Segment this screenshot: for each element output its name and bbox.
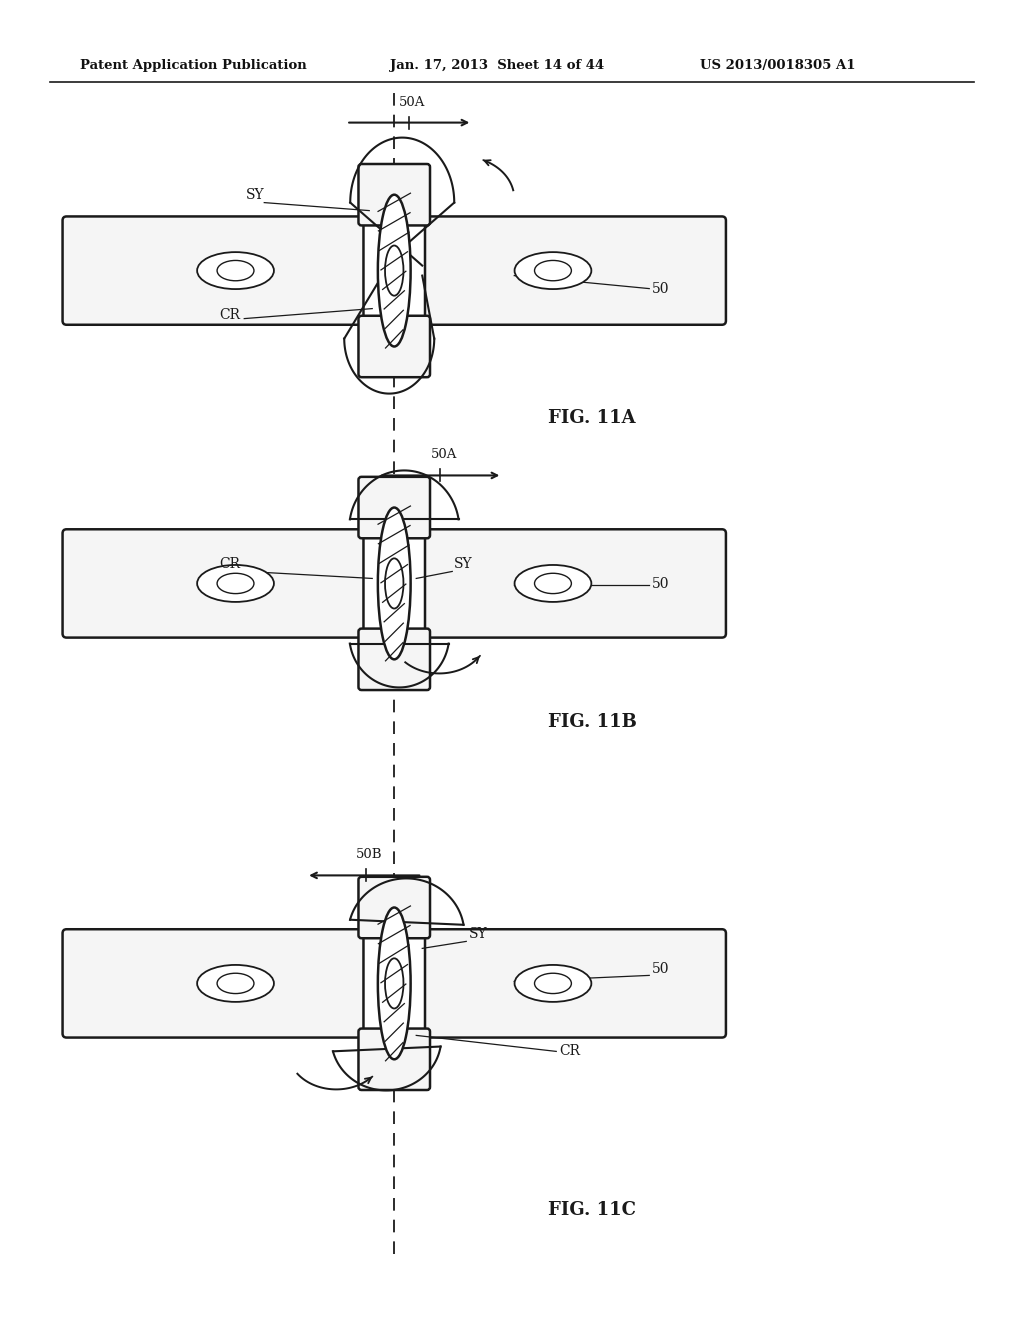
FancyBboxPatch shape	[358, 164, 430, 226]
FancyBboxPatch shape	[358, 876, 430, 939]
Text: CR: CR	[219, 557, 241, 572]
Ellipse shape	[385, 558, 403, 609]
Ellipse shape	[535, 260, 571, 281]
Ellipse shape	[535, 573, 571, 594]
Ellipse shape	[197, 252, 274, 289]
FancyBboxPatch shape	[358, 477, 430, 539]
Text: FIG. 11C: FIG. 11C	[548, 1201, 636, 1220]
Ellipse shape	[535, 973, 571, 994]
FancyBboxPatch shape	[62, 929, 364, 1038]
Text: 50A: 50A	[399, 95, 425, 108]
FancyBboxPatch shape	[358, 1028, 430, 1090]
Text: CR: CR	[219, 308, 241, 322]
FancyBboxPatch shape	[425, 216, 726, 325]
Ellipse shape	[378, 194, 411, 346]
Ellipse shape	[197, 965, 274, 1002]
Text: SY: SY	[455, 557, 473, 572]
Text: FIG. 11B: FIG. 11B	[548, 713, 637, 731]
Text: SY: SY	[246, 187, 265, 202]
FancyBboxPatch shape	[425, 929, 726, 1038]
Ellipse shape	[217, 573, 254, 594]
Text: US 2013/0018305 A1: US 2013/0018305 A1	[700, 58, 855, 71]
Text: 50B: 50B	[356, 849, 383, 862]
Text: 50: 50	[652, 577, 670, 591]
FancyBboxPatch shape	[358, 628, 430, 690]
Ellipse shape	[217, 260, 254, 281]
FancyBboxPatch shape	[62, 216, 364, 325]
FancyBboxPatch shape	[62, 529, 364, 638]
Text: FIG. 11A: FIG. 11A	[548, 409, 636, 428]
Ellipse shape	[217, 973, 254, 994]
Ellipse shape	[515, 565, 592, 602]
Text: Jan. 17, 2013  Sheet 14 of 44: Jan. 17, 2013 Sheet 14 of 44	[390, 58, 604, 71]
Text: SY: SY	[469, 928, 487, 941]
FancyBboxPatch shape	[358, 315, 430, 378]
Text: 50A: 50A	[431, 449, 458, 462]
Ellipse shape	[385, 246, 403, 296]
FancyBboxPatch shape	[425, 529, 726, 638]
Ellipse shape	[378, 507, 411, 659]
Ellipse shape	[378, 908, 411, 1059]
Text: 50: 50	[652, 962, 670, 977]
Text: CR: CR	[559, 1044, 581, 1059]
Ellipse shape	[515, 965, 592, 1002]
Text: Patent Application Publication: Patent Application Publication	[80, 58, 307, 71]
Text: 50: 50	[652, 281, 670, 296]
Ellipse shape	[197, 565, 274, 602]
Ellipse shape	[385, 958, 403, 1008]
Ellipse shape	[515, 252, 592, 289]
